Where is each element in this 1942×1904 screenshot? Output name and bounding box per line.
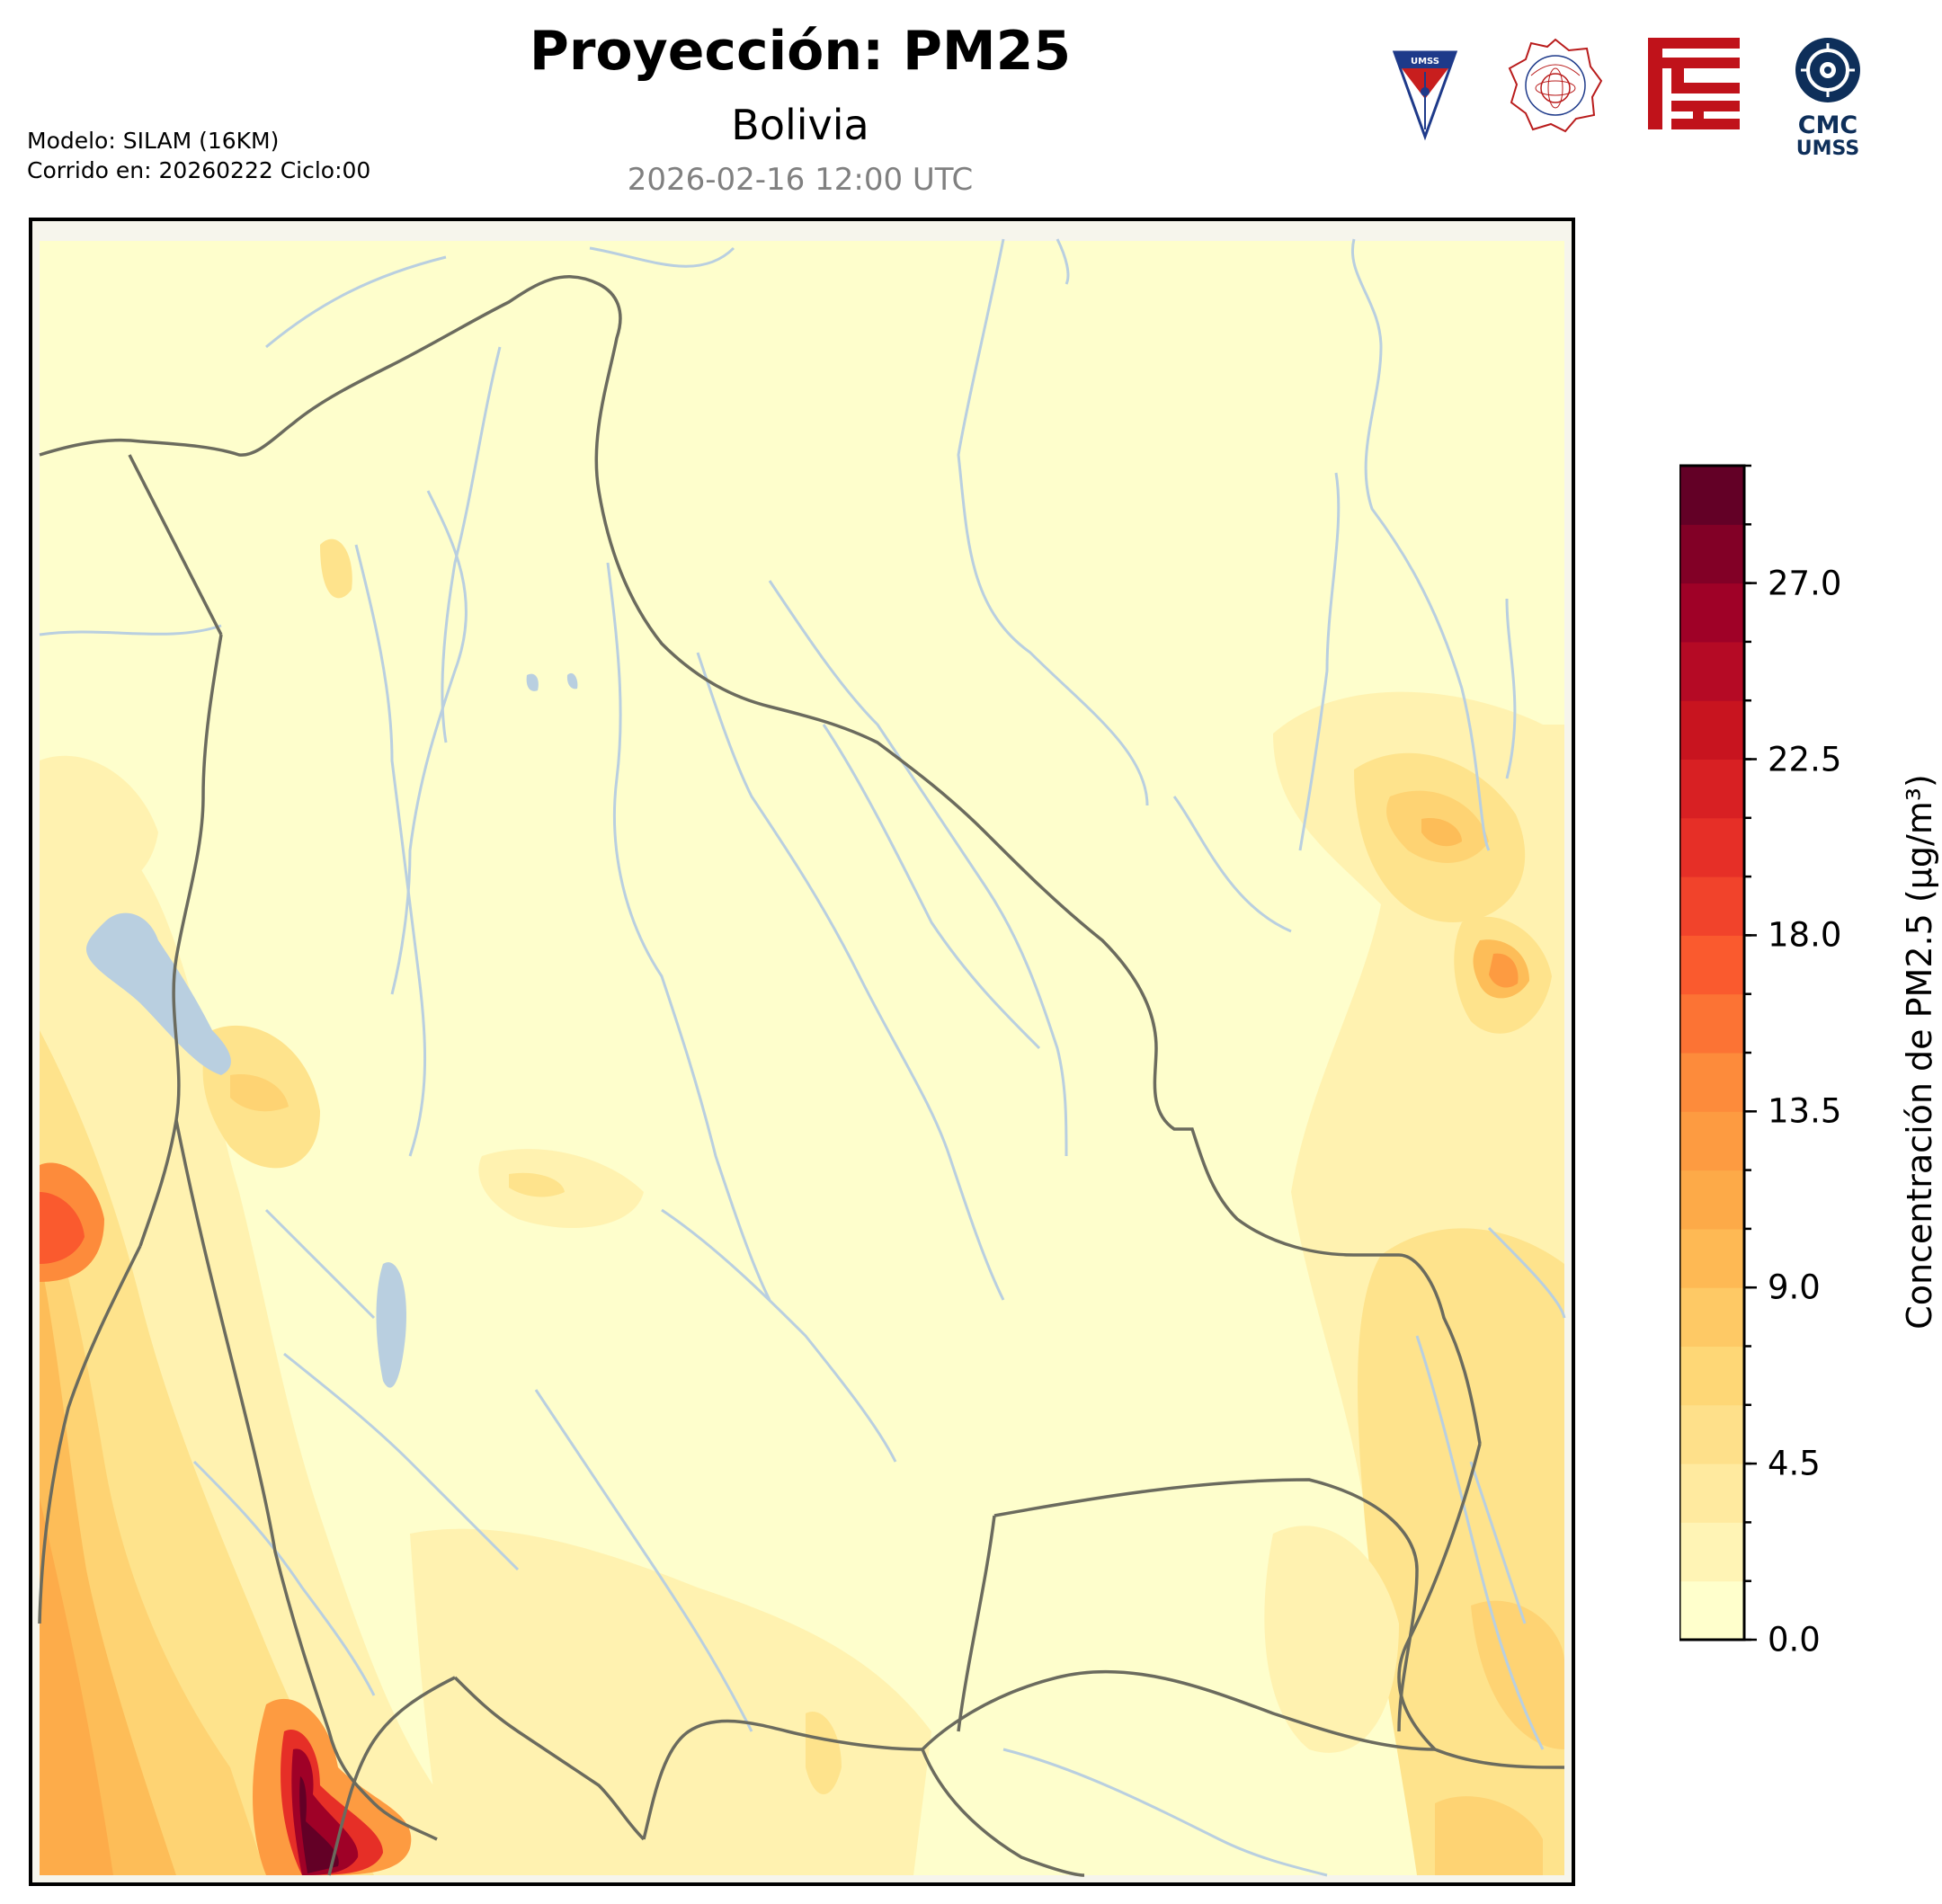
cmc-umss-logo: CMC UMSS	[1795, 38, 1860, 160]
colorbar-band	[1679, 583, 1744, 643]
map-panel	[29, 218, 1575, 1886]
colorbar-tick-label: 22.5	[1768, 740, 1842, 779]
colorbar-band	[1679, 524, 1744, 584]
colorbar-band	[1679, 1228, 1744, 1288]
red-emblem-logo	[1648, 38, 1740, 129]
colorbar-tick-label: 18.0	[1768, 915, 1842, 955]
colorbar-band	[1679, 641, 1744, 701]
rivers	[39, 238, 1566, 1877]
page-title: Proyección: PM25	[529, 20, 1072, 83]
pm25-colorbar	[1679, 464, 1757, 1642]
colorbar-band	[1679, 935, 1744, 995]
colorbar-band	[1679, 700, 1744, 760]
colorbar-band	[1679, 1404, 1744, 1464]
colorbar-tick-label: 0.0	[1768, 1620, 1821, 1659]
departamento-fisica-seal-logo	[1508, 38, 1603, 133]
colorbar-band	[1679, 1053, 1744, 1112]
umss-shield-logo: UMSS	[1392, 50, 1458, 141]
colorbar-title: Concentración de PM2.5 (µg/m³)	[1900, 774, 1939, 1330]
run-line: Corrido en: 20260222 Ciclo:00	[27, 157, 371, 183]
country-borders	[38, 275, 1565, 1877]
colorbar-band	[1679, 1170, 1744, 1230]
colorbar-band	[1679, 993, 1744, 1054]
colorbar-band	[1679, 1287, 1744, 1347]
colorbar-bands	[1679, 466, 1744, 1641]
valid-time: 2026-02-16 12:00 UTC	[627, 162, 974, 198]
model-line: Modelo: SILAM (16KM)	[27, 128, 280, 154]
colorbar-tick-label: 9.0	[1768, 1268, 1821, 1307]
colorbar-band	[1679, 466, 1744, 525]
colorbar-band	[1679, 1464, 1744, 1523]
colorbar-band	[1679, 759, 1744, 819]
svg-text:UMSS: UMSS	[1411, 57, 1439, 67]
svg-text:CMC: CMC	[1798, 111, 1858, 139]
model-info: Modelo: SILAM (16KM) Corrido en: 2026022…	[27, 126, 370, 185]
pm25-contours	[40, 538, 1564, 1876]
colorbar-band	[1679, 817, 1744, 877]
colorbar-band	[1679, 1522, 1744, 1582]
colorbar-tick-label: 13.5	[1768, 1091, 1842, 1131]
colorbar-band	[1679, 1111, 1744, 1171]
colorbar-band	[1679, 876, 1744, 936]
svg-text:UMSS: UMSS	[1796, 138, 1859, 160]
pm25-map	[38, 238, 1566, 1877]
logo-bar: UMSS CMC UMSS	[1380, 36, 1884, 162]
colorbar-tick-label: 27.0	[1768, 564, 1842, 603]
lakes	[86, 672, 578, 1388]
colorbar-tick-label: 4.5	[1768, 1444, 1821, 1483]
colorbar-ticks	[1744, 464, 1757, 1642]
region-subtitle: Bolivia	[731, 101, 869, 149]
colorbar-band	[1679, 1580, 1744, 1641]
colorbar-band	[1679, 1346, 1744, 1406]
